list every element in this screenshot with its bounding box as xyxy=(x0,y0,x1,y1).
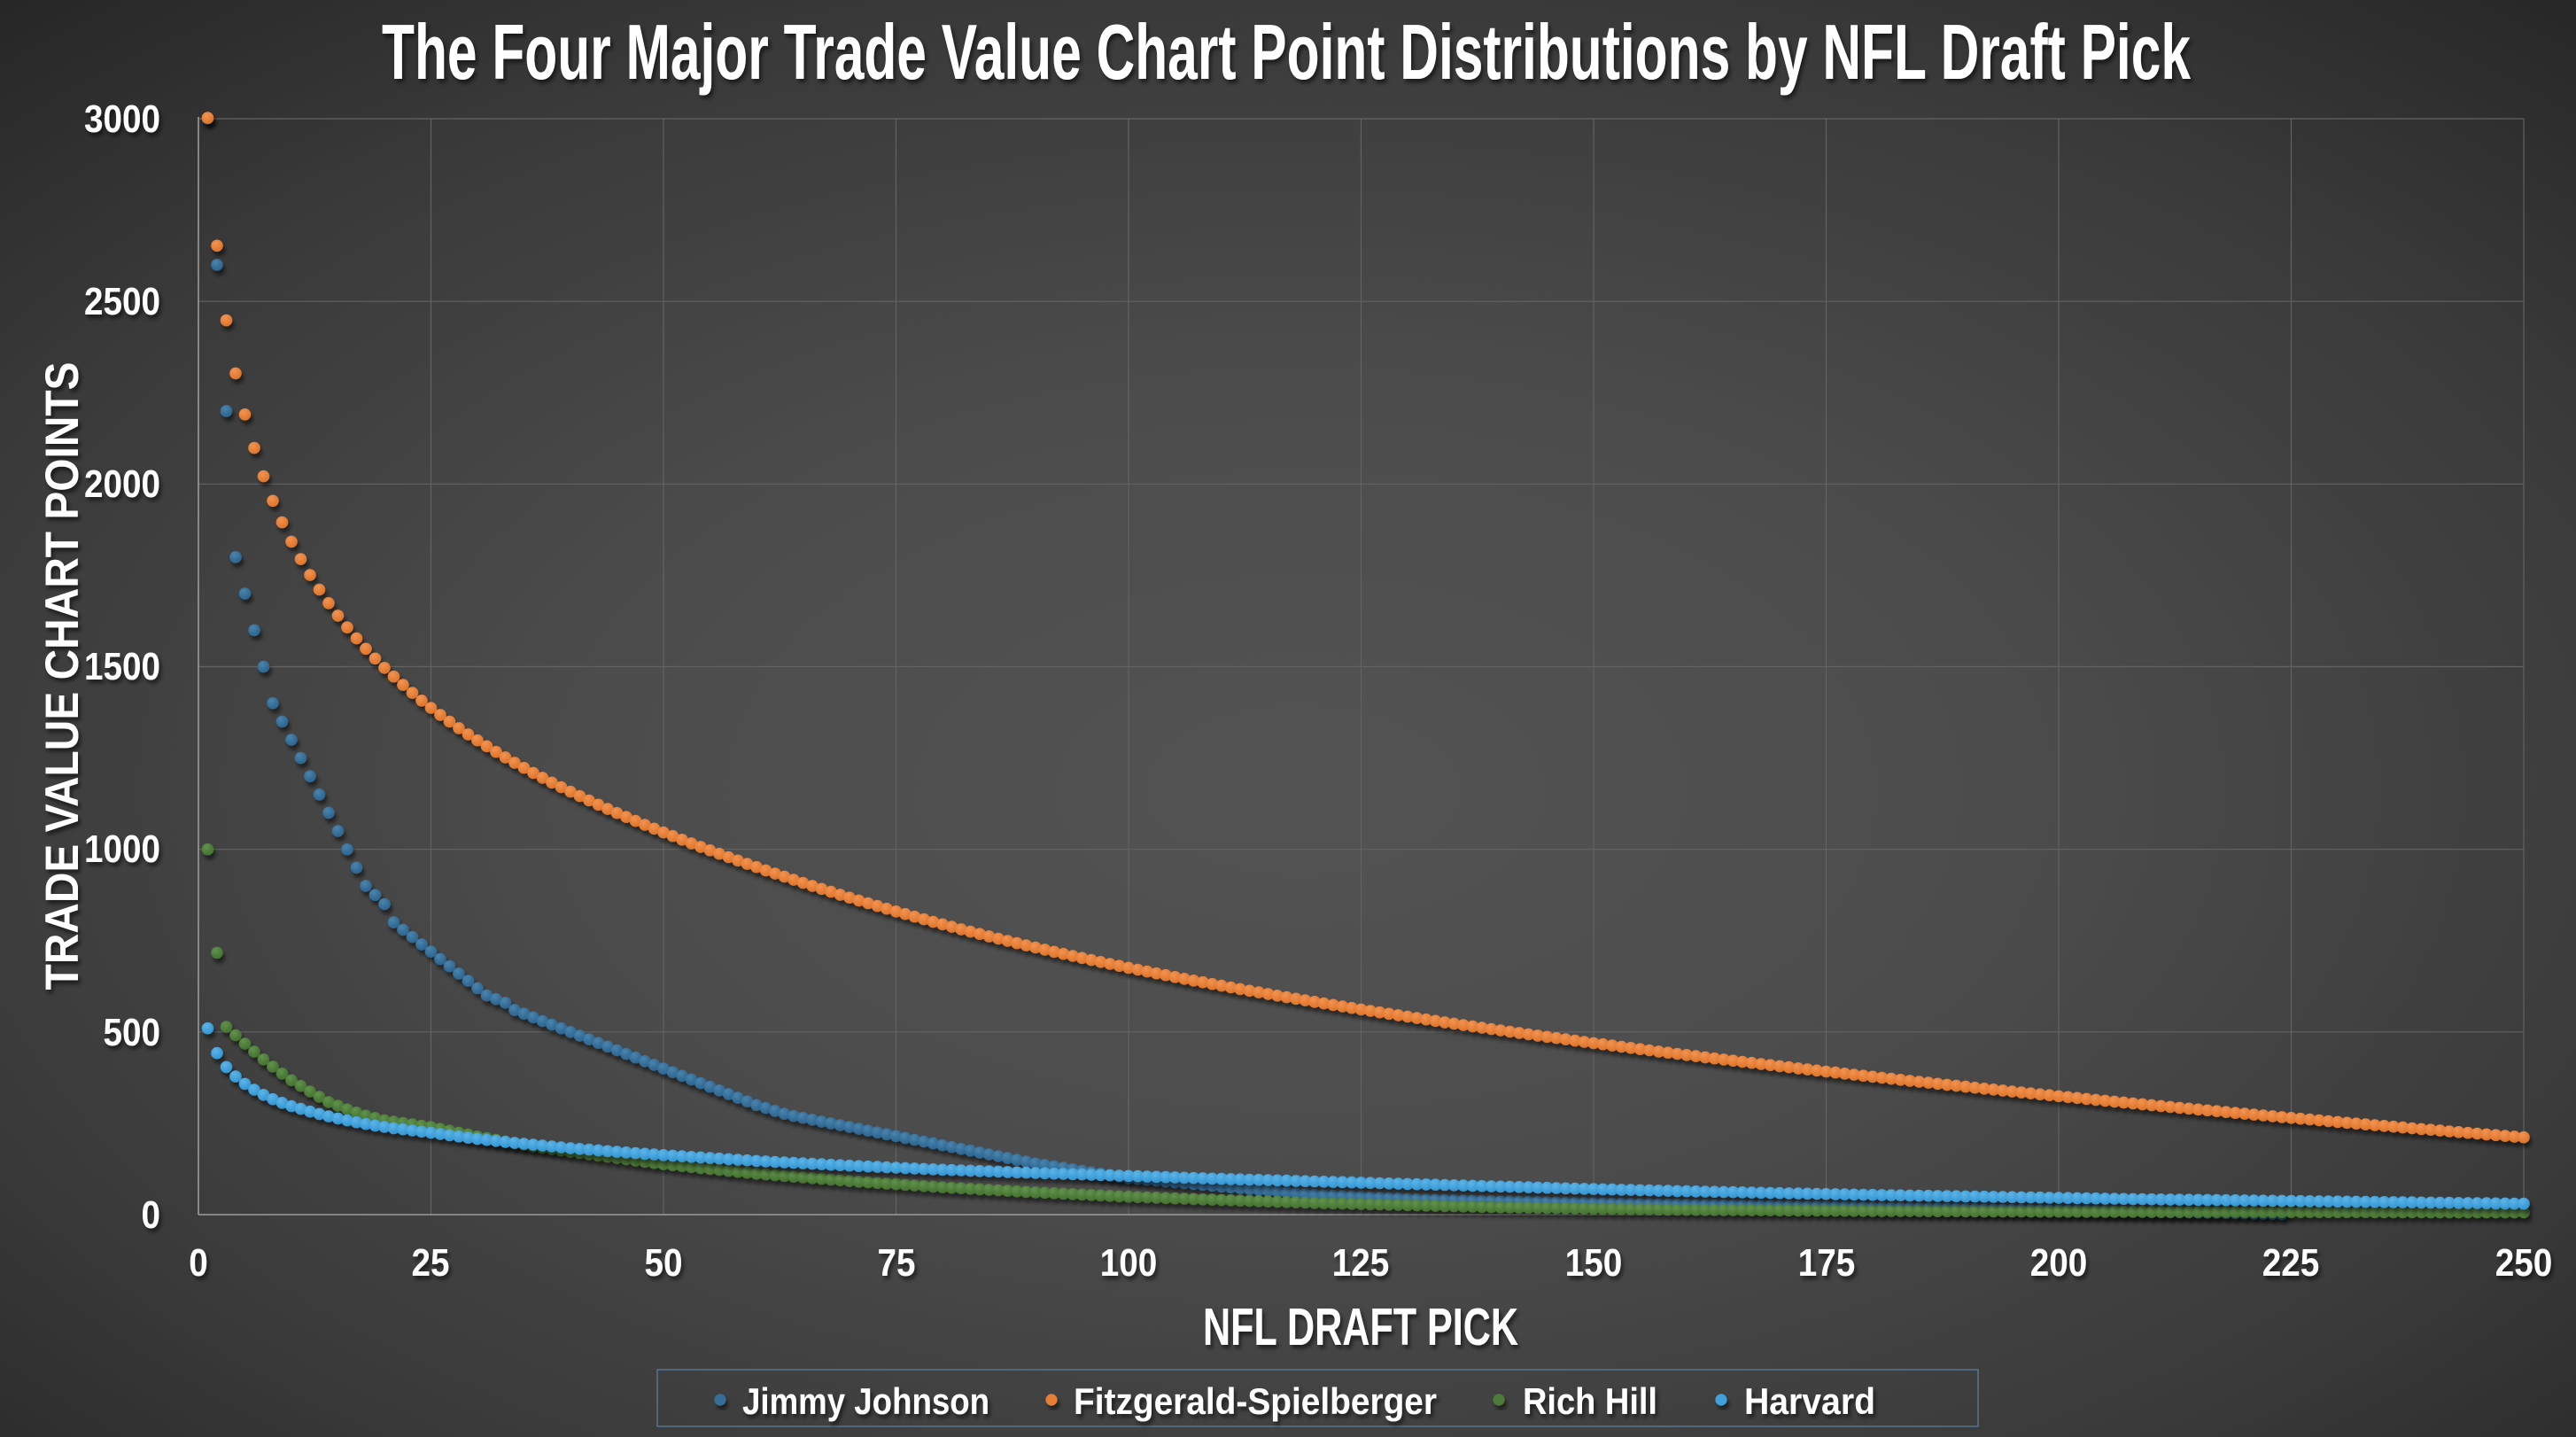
svg-text:175: 175 xyxy=(1798,1241,1856,1285)
svg-text:0: 0 xyxy=(142,1193,161,1237)
svg-text:3000: 3000 xyxy=(84,97,160,141)
svg-text:Rich Hill: Rich Hill xyxy=(1523,1380,1657,1422)
svg-text:100: 100 xyxy=(1100,1241,1158,1285)
svg-text:Harvard: Harvard xyxy=(1744,1380,1875,1422)
svg-text:TRADE VALUE CHART POINTS: TRADE VALUE CHART POINTS xyxy=(36,362,89,990)
svg-text:200: 200 xyxy=(2030,1241,2088,1285)
svg-text:500: 500 xyxy=(104,1011,161,1054)
svg-text:Fitzgerald-Spielberger: Fitzgerald-Spielberger xyxy=(1074,1380,1437,1422)
svg-text:125: 125 xyxy=(1332,1241,1390,1285)
svg-text:Jimmy Johnson: Jimmy Johnson xyxy=(742,1380,989,1422)
svg-text:NFL DRAFT PICK: NFL DRAFT PICK xyxy=(1203,1298,1518,1356)
svg-text:2500: 2500 xyxy=(84,280,160,323)
svg-text:1500: 1500 xyxy=(84,645,160,688)
svg-text:The Four Major Trade Value Cha: The Four Major Trade Value Chart Point D… xyxy=(382,8,2192,96)
svg-text:250: 250 xyxy=(2495,1241,2553,1285)
svg-text:150: 150 xyxy=(1565,1241,1623,1285)
svg-text:75: 75 xyxy=(878,1241,916,1285)
svg-text:1000: 1000 xyxy=(84,827,160,871)
svg-text:25: 25 xyxy=(412,1241,450,1285)
svg-text:225: 225 xyxy=(2262,1241,2320,1285)
svg-text:50: 50 xyxy=(645,1241,683,1285)
svg-text:2000: 2000 xyxy=(84,462,160,506)
svg-text:0: 0 xyxy=(189,1241,208,1285)
